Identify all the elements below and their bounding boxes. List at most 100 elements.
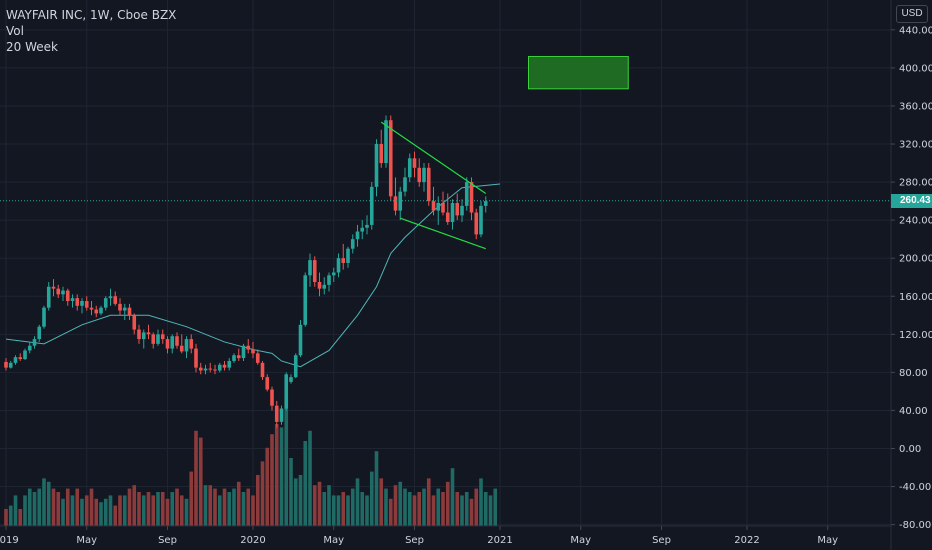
- volume-bar: [474, 488, 479, 526]
- wedge-trendlines[interactable]: [380, 121, 487, 250]
- candle-body: [251, 349, 255, 354]
- candle-body: [393, 196, 398, 211]
- volume-bar: [308, 430, 312, 526]
- volume-bar: [445, 481, 450, 526]
- volume-indicator-label[interactable]: Vol: [6, 24, 24, 38]
- time-tick-label: May: [76, 535, 97, 546]
- volume-bar: [103, 498, 108, 526]
- candle-body: [37, 326, 42, 340]
- volume-bar: [122, 495, 127, 526]
- candle-body: [32, 339, 37, 346]
- volume-bar: [412, 495, 417, 526]
- volume-bar: [479, 478, 483, 526]
- candle-body: [450, 203, 455, 223]
- time-tick-label: Sep: [652, 535, 671, 546]
- volume-bar: [108, 495, 113, 526]
- moving-average-label[interactable]: 20 Week: [6, 40, 58, 54]
- candle-body: [265, 377, 270, 390]
- time-axis[interactable]: 2019 May Sep 2020 May Sep 2021 May Sep 2022 May: [0, 526, 838, 546]
- volume-bar: [127, 488, 132, 526]
- volume-bar: [189, 471, 194, 526]
- current-price-label: 260.43: [891, 193, 932, 208]
- candle-body: [122, 307, 127, 311]
- candle-body: [322, 284, 327, 289]
- candle-body: [89, 307, 94, 310]
- volume-bar: [265, 447, 270, 526]
- candle-body: [156, 334, 160, 344]
- volume-bar: [217, 495, 222, 526]
- candle-body: [336, 258, 341, 273]
- candle-body: [270, 389, 274, 406]
- volume-bar: [61, 498, 65, 526]
- volume-bar: [70, 495, 75, 526]
- time-tick-label: May: [570, 535, 591, 546]
- volume-bar: [160, 492, 165, 526]
- volume-bar: [165, 498, 170, 526]
- volume-bar: [251, 495, 255, 526]
- volume-bar: [422, 488, 426, 526]
- volume-bar: [184, 498, 189, 526]
- price-tick-label: 240.00: [899, 216, 932, 227]
- volume-bar: [436, 488, 441, 526]
- volume-bar: [65, 488, 70, 526]
- volume-bar: [42, 478, 46, 526]
- currency-button[interactable]: USD: [896, 5, 928, 23]
- volume-bar: [51, 488, 56, 526]
- volume-bar: [179, 495, 184, 526]
- volume-bar: [118, 495, 122, 526]
- volume-bar: [46, 481, 51, 526]
- candle-body: [274, 405, 279, 422]
- price-tick-label: 120.00: [899, 330, 932, 341]
- volume-bar: [84, 495, 89, 526]
- price-tick-label: -40.00: [899, 482, 931, 493]
- candle-body: [160, 334, 165, 340]
- volume-bar: [355, 478, 360, 526]
- candle-body: [61, 290, 65, 295]
- candle-body: [113, 296, 118, 304]
- candle-body: [331, 272, 336, 276]
- price-tick-label: 320.00: [899, 140, 932, 151]
- volume-bar: [322, 492, 327, 526]
- ma-line: [5, 183, 501, 368]
- candle-body: [426, 167, 431, 202]
- volume-bars: [4, 407, 498, 526]
- candle-body: [469, 182, 474, 213]
- volume-bar: [13, 495, 18, 526]
- candle-body: [146, 332, 151, 335]
- symbol-title[interactable]: WAYFAIR INC, 1W, Cboe BZX: [6, 8, 177, 22]
- volume-bar: [398, 481, 403, 526]
- volume-bar: [464, 492, 469, 526]
- volume-bar: [32, 492, 37, 526]
- volume-bar: [327, 485, 331, 526]
- candle-body: [436, 203, 441, 211]
- price-tick-label: 40.00: [899, 406, 928, 417]
- price-tick-label: -80.00: [899, 520, 931, 531]
- time-tick-label: May: [817, 535, 838, 546]
- candle-body: [422, 167, 426, 183]
- volume-bar: [279, 427, 284, 526]
- candlesticks: [4, 115, 488, 428]
- price-tick-label: 400.00: [899, 63, 932, 74]
- volume-bar: [336, 495, 341, 526]
- volume-bar: [156, 492, 160, 526]
- target-box[interactable]: [528, 55, 629, 90]
- candle-body: [103, 298, 108, 308]
- candle-body: [108, 296, 113, 299]
- volume-bar: [141, 495, 146, 526]
- volume-bar: [113, 505, 118, 526]
- volume-bar: [393, 485, 398, 526]
- candle-body: [388, 120, 393, 197]
- candle-body: [464, 182, 469, 206]
- price-axis[interactable]: 440.00 400.00 360.00 320.00 280.00 240.00 200.…: [891, 25, 932, 531]
- time-tick-label: 2020: [240, 535, 265, 546]
- time-tick-label: 2022: [734, 535, 759, 546]
- time-tick-label: 2021: [487, 535, 512, 546]
- candle-body: [398, 191, 403, 211]
- candle-body: [298, 324, 303, 356]
- candle-body: [374, 144, 379, 187]
- volume-bar: [312, 485, 317, 526]
- volume-bar: [170, 492, 175, 526]
- volume-bar: [8, 505, 13, 526]
- volume-bar: [284, 407, 289, 526]
